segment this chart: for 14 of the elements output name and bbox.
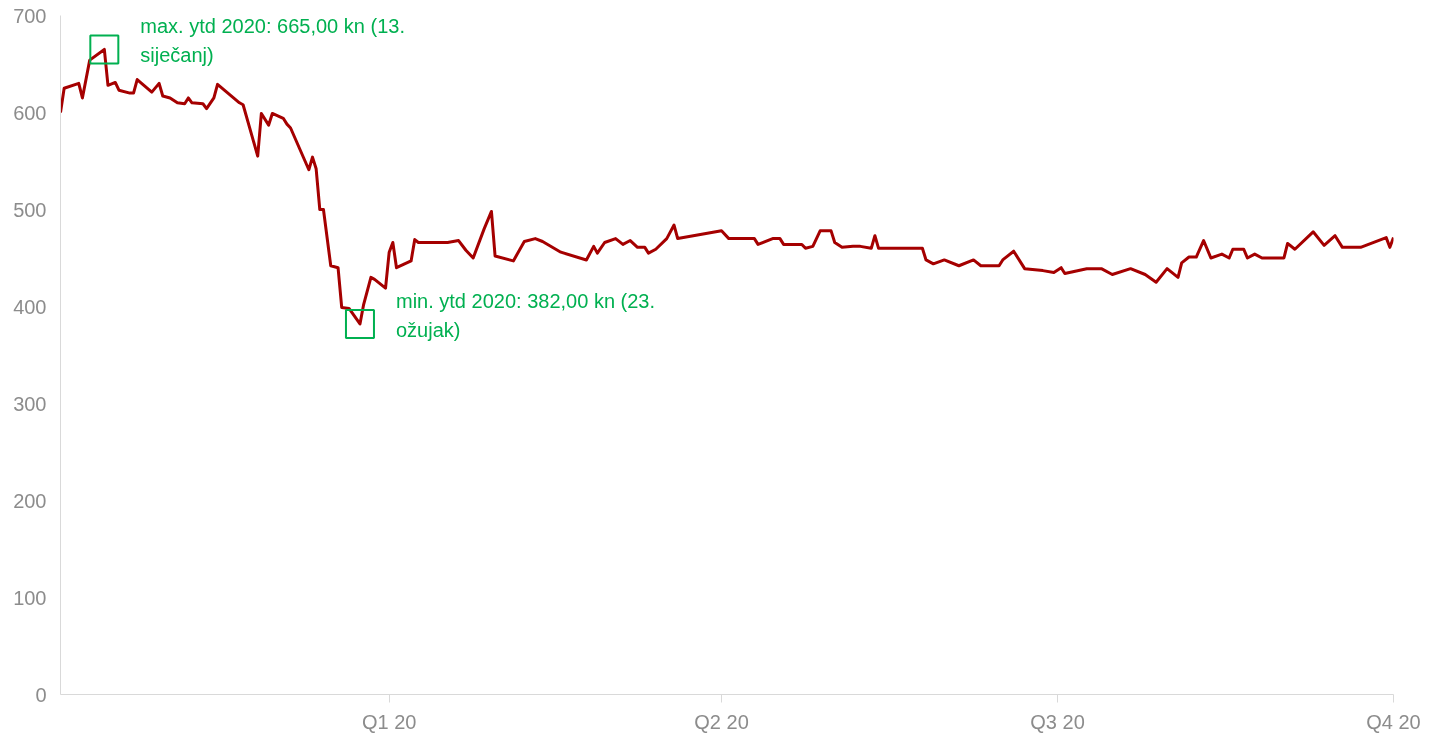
x-tick-label: Q4 20 xyxy=(1366,710,1421,733)
y-tick-label: 400 xyxy=(13,295,47,318)
x-tick-label: Q3 20 xyxy=(1030,710,1085,733)
y-tick-label: 300 xyxy=(13,392,47,415)
y-tick-label: 700 xyxy=(13,4,47,27)
y-tick-label: 100 xyxy=(13,586,47,609)
y-tick-label: 500 xyxy=(13,198,47,221)
y-tick-label: 0 xyxy=(35,683,47,706)
x-tick-label: Q2 20 xyxy=(694,710,749,733)
y-tick-label: 200 xyxy=(13,489,47,512)
annotation: min. ytd 2020: 382,00 kn (23. ožujak) xyxy=(395,289,656,341)
y-tick-label: 600 xyxy=(13,101,47,124)
x-tick-label: Q1 20 xyxy=(361,710,417,733)
annotation: max. ytd 2020: 665,00 kn (13. siječanj) xyxy=(140,15,405,67)
